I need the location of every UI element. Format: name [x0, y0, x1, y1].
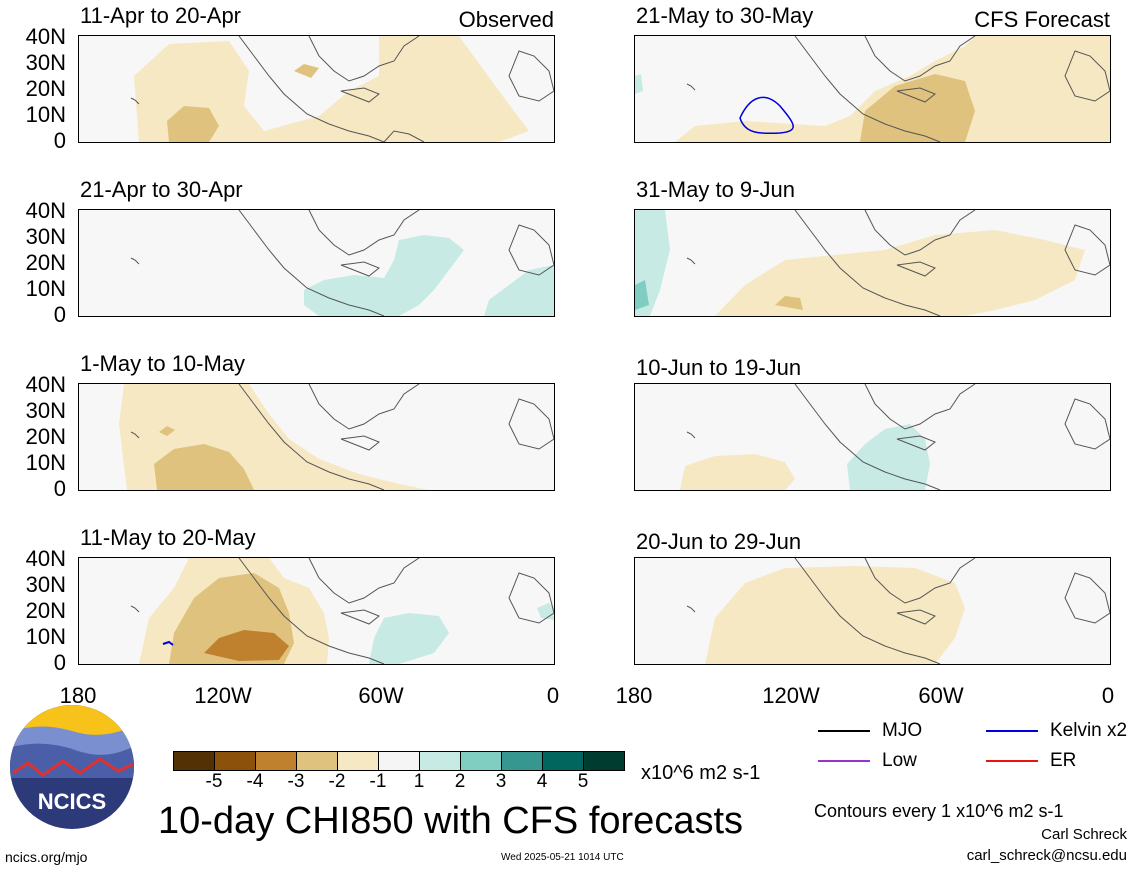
colorbar-label: 1 — [413, 771, 425, 792]
colorbar-swatch — [338, 752, 379, 770]
panel-title-2: 21-Apr to 30-Apr — [80, 177, 243, 202]
x-tick-label-left: 60W — [358, 683, 404, 708]
map-panel-forecast-3 — [634, 383, 1111, 491]
x-tick-label-right: 60W — [918, 683, 964, 708]
map-panel-observed-3 — [78, 383, 555, 491]
y-tick-label: 0 — [53, 302, 66, 327]
colorbar-units: x10^6 m2 s-1 — [641, 762, 761, 784]
map-forecast-4 — [635, 558, 1110, 664]
map-observed-1 — [79, 36, 554, 142]
map-observed-4 — [79, 558, 554, 664]
legend-low-line — [818, 759, 870, 762]
colorbar-label: -3 — [287, 771, 305, 792]
map-panel-forecast-2 — [634, 209, 1111, 317]
y-tick-label: 10N — [25, 102, 66, 127]
map-panel-observed-1 — [78, 35, 555, 143]
panel-title-4: 11-May to 20-May — [80, 525, 256, 550]
y-tick-label: 40N — [25, 198, 66, 223]
timestamp: Wed 2025-05-21 1014 UTC — [501, 852, 624, 863]
panel-title-5: 21-May to 30-May — [636, 3, 814, 28]
legend-low-label: Low — [882, 750, 917, 771]
map-forecast-1 — [635, 36, 1110, 142]
legend-kelvin-line — [986, 729, 1038, 732]
colorbar — [173, 751, 625, 771]
y-tick-label: 20N — [25, 76, 66, 101]
x-tick-label-left: 180 — [59, 683, 97, 708]
legend-er: ER — [986, 751, 1076, 771]
map-panel-observed-2 — [78, 209, 555, 317]
colorbar-label: -4 — [246, 771, 264, 792]
x-tick-label-right: 180 — [615, 683, 653, 708]
colorbar-swatch — [584, 752, 624, 770]
legend-mjo-label: MJO — [882, 720, 923, 741]
y-tick-label: 30N — [25, 398, 66, 423]
logo-text: NCICS — [38, 789, 106, 814]
map-observed-2 — [79, 210, 554, 316]
y-tick-label: 0 — [53, 128, 66, 153]
panel-title-6: 31-May to 9-Jun — [636, 177, 795, 202]
colorbar-label: -2 — [328, 771, 346, 792]
colorbar-swatch — [297, 752, 338, 770]
y-tick-label: 10N — [25, 450, 66, 475]
map-forecast-2 — [635, 210, 1110, 316]
legend-low: Low — [818, 751, 917, 771]
legend-er-label: ER — [1050, 750, 1077, 771]
x-tick-label-left: 120W — [194, 683, 252, 708]
map-panel-forecast-1 — [634, 35, 1111, 143]
legend-kelvin: Kelvin x2 — [986, 721, 1127, 741]
legend-er-line — [986, 759, 1038, 762]
x-tick-label-left: 0 — [546, 683, 560, 708]
y-tick-label: 20N — [25, 424, 66, 449]
author-name: Carl Schreck — [1041, 826, 1127, 843]
colorbar-label: -5 — [205, 771, 223, 792]
colorbar-label: 4 — [536, 771, 548, 792]
colorbar-swatch — [174, 752, 215, 770]
colorbar-swatch — [215, 752, 256, 770]
colorbar-swatch — [502, 752, 543, 770]
author-email[interactable]: carl_schreck@ncsu.edu — [966, 847, 1127, 864]
map-forecast-3 — [635, 384, 1110, 490]
map-panel-observed-4 — [78, 557, 555, 665]
colorbar-swatch — [543, 752, 584, 770]
y-tick-label: 0 — [53, 650, 66, 675]
y-tick-label: 40N — [25, 372, 66, 397]
legend-mjo: MJO — [818, 721, 922, 741]
ncics-logo: NCICS — [10, 705, 134, 829]
y-tick-label: 40N — [25, 24, 66, 49]
x-tick-label-right: 0 — [1101, 683, 1115, 708]
colorbar-swatch — [379, 752, 420, 770]
map-observed-3 — [79, 384, 554, 490]
figure-title: 10-day CHI850 with CFS forecasts — [158, 800, 744, 842]
site-link[interactable]: ncics.org/mjo — [5, 849, 88, 865]
map-panel-forecast-4 — [634, 557, 1111, 665]
panel-title-7: 10-Jun to 19-Jun — [636, 355, 802, 380]
panel-title-1: 11-Apr to 20-Apr — [80, 3, 242, 28]
y-tick-label: 0 — [53, 476, 66, 501]
y-tick-label: 10N — [25, 276, 66, 301]
y-tick-label: 10N — [25, 624, 66, 649]
colorbar-swatch — [256, 752, 297, 770]
colorbar-swatch — [461, 752, 502, 770]
colorbar-label: -1 — [369, 771, 387, 792]
observed-label: Observed — [458, 7, 554, 32]
colorbar-label: 5 — [577, 771, 589, 792]
y-tick-label: 30N — [25, 572, 66, 597]
panel-title-8: 20-Jun to 29-Jun — [636, 529, 802, 554]
colorbar-label: 3 — [495, 771, 507, 792]
legend-mjo-line — [818, 729, 870, 732]
colorbar-label: 2 — [454, 771, 466, 792]
y-tick-label: 40N — [25, 546, 66, 571]
y-tick-label: 20N — [25, 250, 66, 275]
x-tick-label-right: 120W — [762, 683, 820, 708]
y-tick-label: 30N — [25, 50, 66, 75]
panel-title-3: 1-May to 10-May — [80, 351, 246, 376]
colorbar-swatch — [420, 752, 461, 770]
y-tick-label: 20N — [25, 598, 66, 623]
y-tick-label: 30N — [25, 224, 66, 249]
contours-note: Contours every 1 x10^6 m2 s-1 — [814, 801, 1064, 821]
cfs-forecast-label: CFS Forecast — [974, 7, 1110, 32]
legend-kelvin-label: Kelvin x2 — [1050, 720, 1128, 741]
